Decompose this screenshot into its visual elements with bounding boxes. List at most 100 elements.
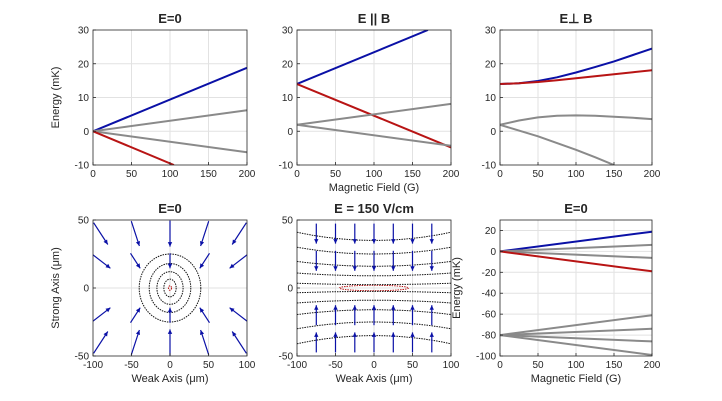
field-arrow-head <box>333 332 338 337</box>
series-line-gray-2 <box>500 250 652 259</box>
contour-band-1 <box>297 299 451 304</box>
x-axis-label: Magnetic Field (G) <box>531 373 621 385</box>
y-tick-label: 0 <box>83 127 89 138</box>
y-tick-label: -50 <box>75 352 90 363</box>
field-arrow-head <box>314 332 319 337</box>
y-tick-label: 30 <box>78 26 90 37</box>
field-arrow-head <box>199 263 205 269</box>
series-line-gray-3 <box>500 123 615 165</box>
chart-title: E=0 <box>158 11 182 26</box>
field-arrow-head <box>352 332 357 337</box>
series-line-red-3 <box>93 130 175 165</box>
field-arrow-head <box>352 266 357 271</box>
field-arrow-head <box>391 239 396 244</box>
series-line-gray-3 <box>297 123 451 147</box>
field-arrow-head <box>199 307 205 313</box>
y-tick-label: 10 <box>282 93 294 104</box>
field-arrow-head <box>333 266 338 271</box>
field-arrow-head <box>167 329 173 334</box>
x-tick-label: 150 <box>606 360 623 371</box>
chart-title: E=0 <box>564 201 588 216</box>
field-arrow-head <box>371 305 377 310</box>
y-tick-label: 20 <box>485 59 497 70</box>
x-tick-label: -100 <box>83 360 103 371</box>
y-tick-label: 20 <box>485 226 497 237</box>
x-axis-label: Magnetic Field (G) <box>329 182 419 194</box>
field-arrow-head <box>314 305 319 310</box>
y-tick-label: -80 <box>482 331 497 342</box>
field-arrow-head <box>135 307 141 313</box>
field-arrow-head <box>103 331 108 337</box>
contour-ring-2 <box>156 271 184 305</box>
field-arrow-head <box>314 239 319 244</box>
contour-ring-0 <box>167 285 173 291</box>
x-axis-label: Weak Axis (μm) <box>131 373 208 385</box>
series-line-red-3 <box>500 250 652 273</box>
field-arrow-head <box>410 332 415 337</box>
x-tick-label: 50 <box>203 360 215 371</box>
series-line-red-1 <box>297 83 451 149</box>
field-arrow-head <box>135 263 141 269</box>
plot-marks <box>93 66 247 165</box>
x-tick-label: 0 <box>497 169 503 180</box>
y-tick-label: 20 <box>282 59 294 70</box>
series-line-gray-7 <box>500 334 652 356</box>
x-tick-label: 100 <box>366 169 383 180</box>
plot-marks <box>500 230 652 356</box>
field-arrow-head <box>371 266 377 271</box>
x-tick-label: 50 <box>532 360 544 371</box>
contour-band-2 <box>297 309 451 315</box>
x-tick-label: 50 <box>532 169 544 180</box>
y-tick-label: 20 <box>78 59 90 70</box>
chart-title: E⊥ B <box>560 11 593 26</box>
field-arrow-head <box>371 239 377 244</box>
series-line-gray-2 <box>93 130 247 154</box>
field-arrow-head <box>167 242 173 247</box>
contour-band-3 <box>297 321 451 330</box>
x-tick-label: 50 <box>407 360 419 371</box>
field-arrow-head <box>135 241 140 246</box>
chart-title: E = 150 V/cm <box>334 201 414 216</box>
x-tick-label: 200 <box>443 169 460 180</box>
contour-band-3 <box>297 246 451 255</box>
y-tick-label: 10 <box>78 93 90 104</box>
field-arrow-head <box>200 241 205 246</box>
field-arrow-head <box>333 239 338 244</box>
x-tick-label: 200 <box>644 360 661 371</box>
field-arrow-head <box>333 305 338 310</box>
x-tick-label: -100 <box>287 360 307 371</box>
field-arrow-head <box>391 266 396 271</box>
field-arrow-head <box>200 330 205 335</box>
x-tick-label: -50 <box>328 360 343 371</box>
x-tick-label: 100 <box>239 360 256 371</box>
field-arrow-head <box>410 266 415 271</box>
field-arrow-head <box>352 305 357 310</box>
field-arrow-head <box>105 307 111 313</box>
contour-ring-1 <box>163 278 177 298</box>
y-tick-label: -10 <box>75 161 90 172</box>
series-line-gray-6 <box>500 334 652 343</box>
contour-band-0 <box>297 290 451 294</box>
y-tick-label: -60 <box>482 310 497 321</box>
y-tick-label: -10 <box>482 161 497 172</box>
field-arrow-head <box>135 330 140 335</box>
y-tick-label: 50 <box>78 216 90 227</box>
contour-band-0 <box>297 282 451 286</box>
field-arrow-head <box>167 263 173 269</box>
field-arrow-head <box>410 239 415 244</box>
chart-title: E=0 <box>158 201 182 216</box>
x-tick-label: 50 <box>330 169 342 180</box>
series-line-blue-0 <box>500 230 652 253</box>
x-tick-label: 0 <box>294 169 300 180</box>
plot-energy-vs-field-full: 0 50 100 150 200 -100 -80 -60 -40 -20 0 20 E=0 Magnet… <box>451 201 661 385</box>
y-tick-label: 30 <box>282 26 294 37</box>
x-tick-label: 100 <box>443 360 460 371</box>
y-tick-label: 30 <box>485 26 497 37</box>
field-arrow-head <box>429 266 434 271</box>
plot-marks <box>297 223 451 353</box>
x-tick-label: 50 <box>126 169 138 180</box>
